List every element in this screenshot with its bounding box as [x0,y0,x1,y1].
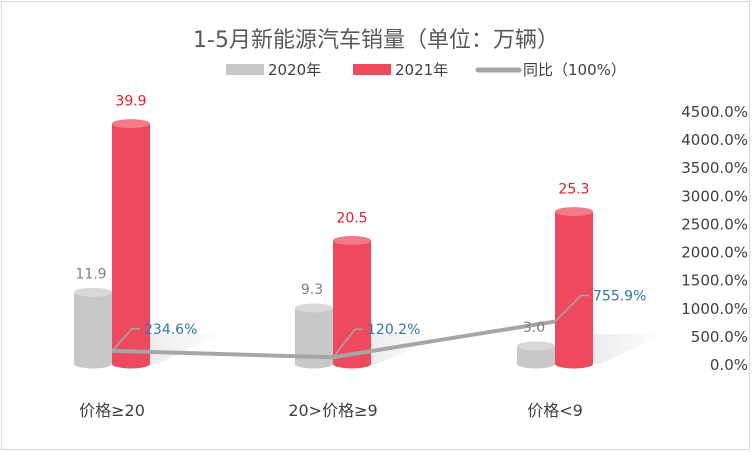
legend-label-2021: 2021年 [395,61,448,79]
data-label-2020: 11.9 [75,266,106,282]
bar-2020-2 [517,341,555,369]
legend-swatch-2020 [226,64,264,75]
y-tick-label: 3500.0% [681,159,748,177]
bar-2021-0-body [112,123,150,369]
bar-2020-2-body [517,345,555,369]
bar-2021-2 [555,207,593,369]
y-tick-label: 0.0% [710,356,748,374]
bar-2021-1 [333,236,371,369]
data-label-line: 755.9% [593,289,646,305]
data-label-line: 120.2% [367,322,420,338]
bar-2020-0-top [74,287,112,297]
y-tick-label: 4500.0% [681,103,748,121]
bar-2020-0 [74,287,112,369]
y-tick-label: 1500.0% [681,272,748,290]
x-tick-label: 价格≥20 [79,401,145,420]
bar-2021-2-top [555,207,593,217]
data-label-2020: 9.3 [301,282,323,298]
bar-2021-1-top [333,236,371,246]
y-tick-label: 2000.0% [681,244,748,262]
bar-2021-0-top [112,119,150,129]
bar-2020-1-top [295,303,333,313]
data-label-2020: 3.0 [523,320,545,336]
legend-label-line: 同比（100%） [523,61,626,79]
leader-line [554,294,589,323]
x-tick-label: 20>价格≥9 [288,401,377,420]
y-axis-secondary: 0.0% 500.0% 1000.0% 1500.0% 2000.0% 2500.0% 30… [681,103,748,374]
bar-2021-0 [112,119,150,369]
bar-2021-2-body [555,211,593,369]
chart-title: 1-5月新能源汽车销量（单位：万辆） [193,28,559,53]
data-label-line: 234.6% [144,322,197,338]
legend-label-2020: 2020年 [268,61,321,79]
data-label-2021: 20.5 [336,211,367,227]
y-tick-label: 1000.0% [681,300,748,318]
legend: 2020年 2021年 同比（100%） [226,61,626,79]
leader-line [111,328,140,352]
legend-swatch-2021 [353,64,391,75]
bar-2021-1-body [333,240,371,369]
x-tick-label: 价格<9 [527,401,583,420]
data-label-2021: 39.9 [115,94,146,110]
bar-2020-1-body [295,307,333,369]
y-tick-label: 3000.0% [681,187,748,205]
bar-2020-2-top [517,341,555,351]
leader-line [332,328,363,358]
y-tick-label: 4000.0% [681,131,748,149]
bar-2020-1 [295,303,333,369]
y-tick-label: 500.0% [691,328,748,346]
bar-2020-0-body [74,292,112,369]
y-tick-label: 2500.0% [681,215,748,233]
data-label-2021: 25.3 [558,182,589,198]
x-axis: 价格≥20 20>价格≥9 价格<9 [79,401,583,420]
